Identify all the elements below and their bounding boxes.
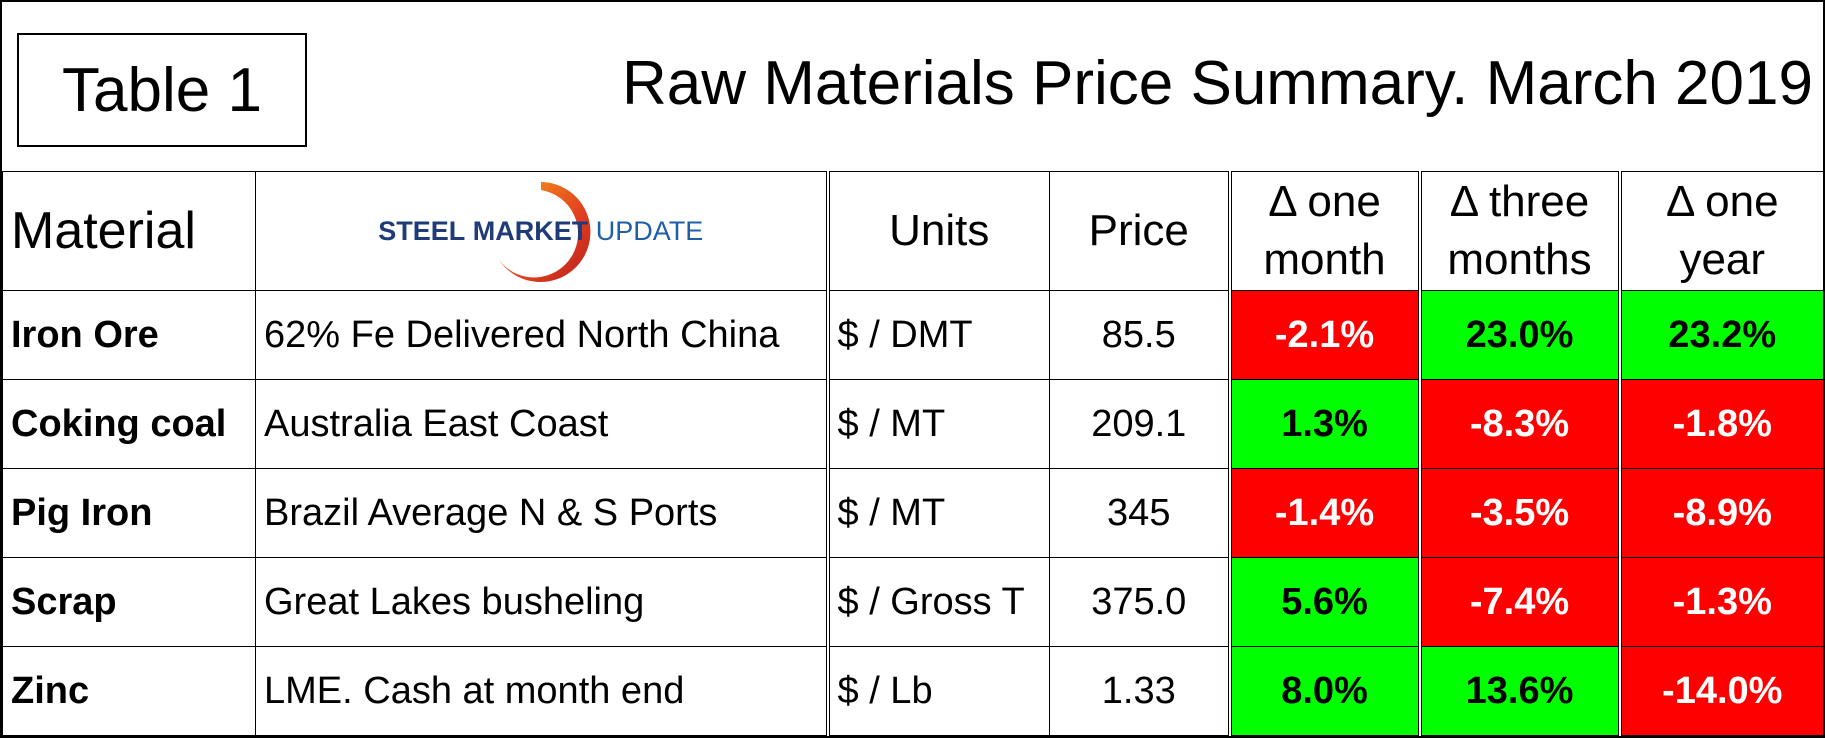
header-material: Material: [2, 171, 256, 291]
table-row: Pig Iron Brazil Average N & S Ports $ / …: [2, 468, 1824, 558]
table-label: Table 1: [17, 33, 307, 147]
material-name: Zinc: [2, 646, 256, 736]
change-one-month: -2.1%: [1227, 290, 1420, 380]
material-price: 209.1: [1049, 379, 1230, 469]
change-one-month: -1.4%: [1227, 468, 1420, 558]
change-three-months: 23.0%: [1417, 290, 1620, 380]
material-units: $ / MT: [825, 468, 1050, 558]
table-row: Zinc LME. Cash at month end $ / Lb 1.33 …: [2, 646, 1824, 736]
logo-cell: STEEL MARKET UPDATE: [255, 171, 828, 291]
page-title: Raw Materials Price Summary. March 2019: [622, 49, 1813, 118]
header-one-month: Δ one month: [1227, 171, 1420, 291]
change-one-month: 8.0%: [1227, 646, 1420, 736]
header-row: Material STEEL: [2, 171, 1824, 291]
material-units: $ / MT: [825, 379, 1050, 469]
material-name: Iron Ore: [2, 290, 256, 380]
table-row: Scrap Great Lakes busheling $ / Gross T …: [2, 557, 1824, 647]
change-three-months: -3.5%: [1417, 468, 1620, 558]
material-name: Scrap: [2, 557, 256, 647]
change-one-month: 1.3%: [1227, 379, 1420, 469]
change-three-months: 13.6%: [1417, 646, 1620, 736]
change-one-month: 5.6%: [1227, 557, 1420, 647]
material-units: $ / DMT: [825, 290, 1050, 380]
material-price: 85.5: [1049, 290, 1230, 380]
material-units: $ / Gross T: [825, 557, 1050, 647]
material-price: 345: [1049, 468, 1230, 558]
material-description: LME. Cash at month end: [255, 646, 828, 736]
header-three-months: Δ three months: [1417, 171, 1620, 291]
header-one-year: Δ one year: [1617, 171, 1824, 291]
material-description: Australia East Coast: [255, 379, 828, 469]
change-one-year: -14.0%: [1617, 646, 1824, 736]
material-description: Brazil Average N & S Ports: [255, 468, 828, 558]
material-price: 375.0: [1049, 557, 1230, 647]
material-price: 1.33: [1049, 646, 1230, 736]
price-summary-table: Material STEEL: [2, 171, 1824, 736]
change-one-year: 23.2%: [1617, 290, 1824, 380]
change-three-months: -7.4%: [1417, 557, 1620, 647]
material-name: Coking coal: [2, 379, 256, 469]
change-one-year: -1.3%: [1617, 557, 1824, 647]
material-description: Great Lakes busheling: [255, 557, 828, 647]
header-units: Units: [825, 171, 1050, 291]
table-row: Coking coal Australia East Coast $ / MT …: [2, 379, 1824, 469]
table-row: Iron Ore 62% Fe Delivered North China $ …: [2, 290, 1824, 380]
change-one-year: -1.8%: [1617, 379, 1824, 469]
material-name: Pig Iron: [2, 468, 256, 558]
steel-market-update-logo: STEEL MARKET UPDATE: [257, 173, 826, 290]
change-one-year: -8.9%: [1617, 468, 1824, 558]
header-price: Price: [1049, 171, 1230, 291]
material-units: $ / Lb: [825, 646, 1050, 736]
change-three-months: -8.3%: [1417, 379, 1620, 469]
material-description: 62% Fe Delivered North China: [255, 290, 828, 380]
